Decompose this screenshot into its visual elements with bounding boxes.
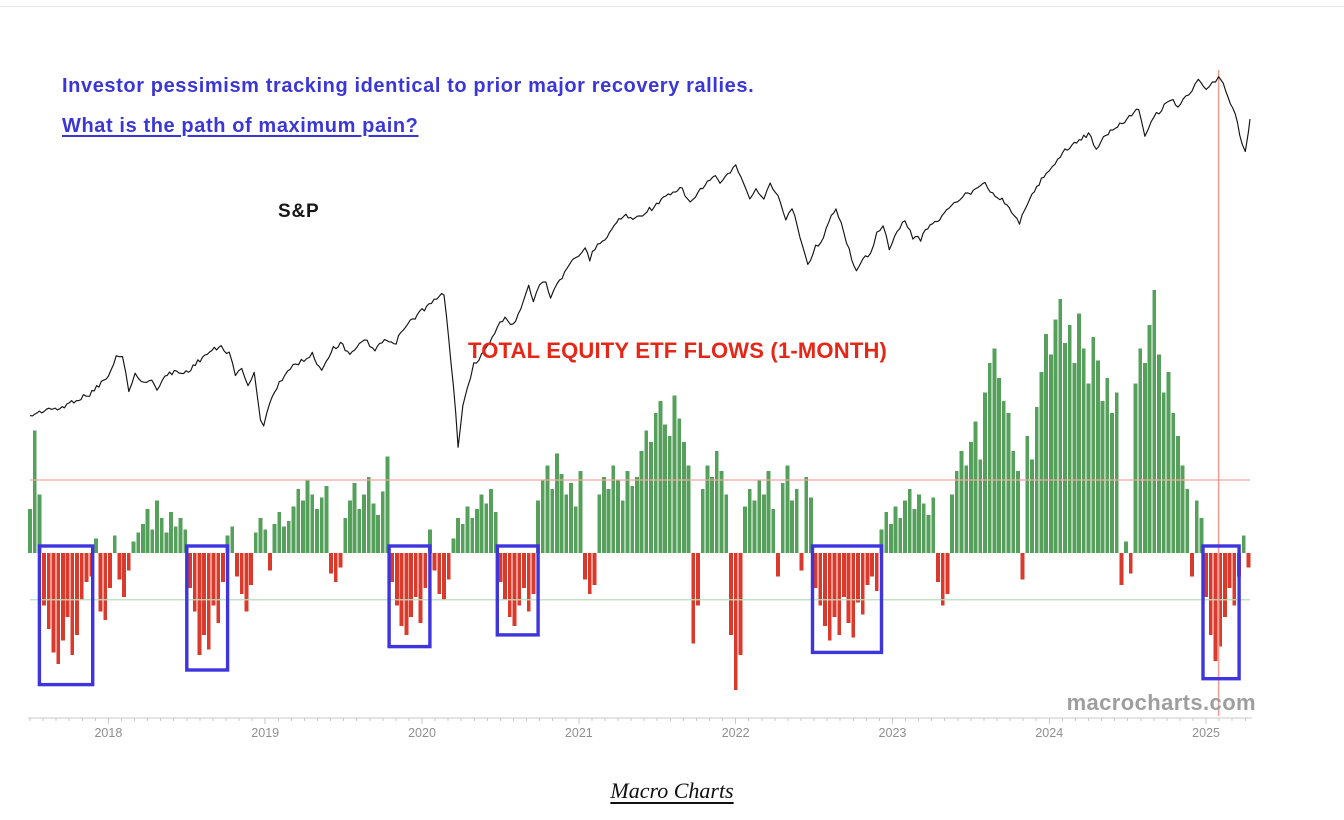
highlight-box-4 <box>495 544 540 637</box>
sp500-series-label: S&P <box>278 201 320 222</box>
etf-flow-bars <box>28 290 1251 691</box>
x-axis-year-label: 2024 <box>1035 726 1063 740</box>
x-axis-year-label: 2018 <box>94 726 122 740</box>
highlight-box-2 <box>185 544 230 672</box>
x-axis-year-label: 2020 <box>408 726 436 740</box>
chart-title: Investor pessimism tracking identical to… <box>62 66 754 146</box>
x-axis-year-label: 2025 <box>1192 726 1220 740</box>
chart-title-line-1: Investor pessimism tracking identical to… <box>62 75 755 97</box>
highlight-box-6 <box>1201 544 1241 681</box>
x-axis-year-label: 2022 <box>722 726 750 740</box>
macrocharts-watermark: macrocharts.com <box>1066 690 1256 715</box>
highlight-box-5 <box>810 544 884 655</box>
chart-title-line-2: What is the path of maximum pain? <box>62 115 419 137</box>
highlight-box-3 <box>387 544 432 649</box>
sp500-price-line <box>29 76 1251 448</box>
highlight-boxes <box>37 544 1241 687</box>
top-border-line <box>0 6 1344 7</box>
x-axis-year-label: 2019 <box>251 726 279 740</box>
x-axis-year-label: 2023 <box>879 726 907 740</box>
x-axis-year-label: 2021 <box>565 726 593 740</box>
x-axis: 2018 2019 2020 2021 2022 2023 2024 2025 <box>28 717 1252 740</box>
highlight-box-1 <box>37 544 95 687</box>
etf-flows-series-label: TOTAL EQUITY ETF FLOWS (1-MONTH) <box>468 338 888 363</box>
figure-caption: Macro Charts <box>610 778 734 803</box>
